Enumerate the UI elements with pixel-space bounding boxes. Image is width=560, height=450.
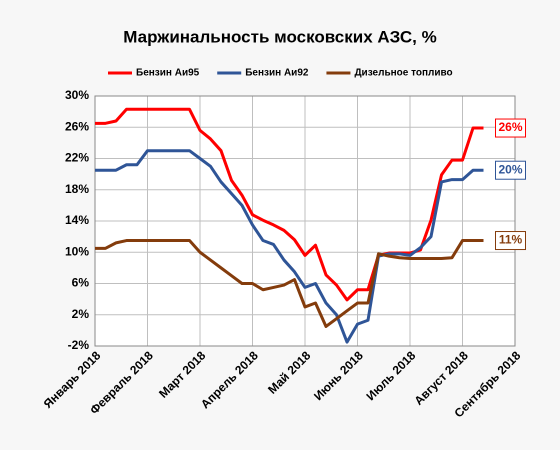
plot-border — [94, 95, 516, 347]
end-label-box — [495, 118, 526, 138]
y-tick-label: 18% — [65, 182, 89, 196]
y-tick-label: 2% — [72, 307, 90, 321]
end-label-box — [495, 160, 526, 180]
end-label: 26% — [498, 120, 522, 134]
y-tick-label: 22% — [65, 151, 89, 165]
y-tick-label: 10% — [65, 244, 89, 258]
series-line — [95, 149, 484, 344]
end-label: 20% — [498, 162, 522, 176]
legend-label: Бензин Аи95 — [136, 68, 200, 79]
chart-title: Маржинальность московских АЗС, % — [123, 27, 436, 46]
legend-label: Дизельное топливо — [354, 68, 452, 79]
y-tick-label: 26% — [65, 119, 89, 133]
end-label: 11% — [499, 233, 523, 247]
y-tick-label: 30% — [65, 88, 89, 102]
y-tick-label: 14% — [65, 213, 89, 227]
y-tick-label: -2% — [68, 338, 90, 352]
legend-label: Бензин Аи92 — [245, 68, 309, 79]
series-line — [95, 239, 484, 328]
end-label-box — [495, 231, 526, 251]
y-tick-label: 6% — [72, 276, 90, 290]
